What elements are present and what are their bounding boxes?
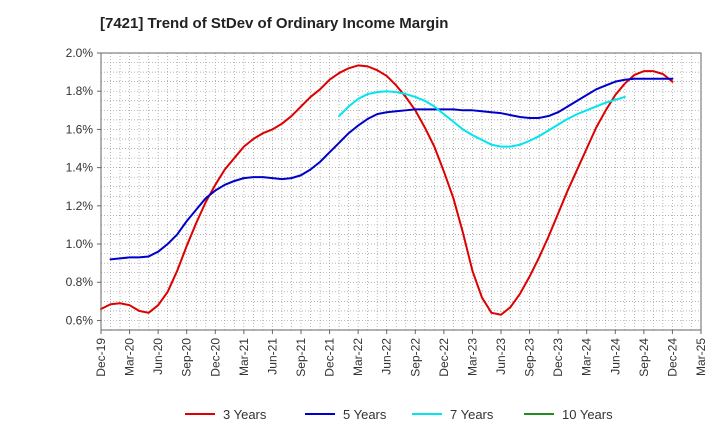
x-tick-label: Mar-22 xyxy=(351,338,365,376)
legend-label: 3 Years xyxy=(223,407,267,422)
legend-label: 7 Years xyxy=(450,407,494,422)
x-tick-label: Jun-22 xyxy=(380,338,394,375)
x-tick-label: Mar-21 xyxy=(237,338,251,376)
x-tick-label: Jun-21 xyxy=(265,338,279,375)
x-tick-label: Sep-20 xyxy=(180,338,194,377)
y-tick-label: 2.0% xyxy=(66,46,94,60)
x-tick-label: Jun-24 xyxy=(608,338,622,375)
x-tick-label: Dec-21 xyxy=(323,338,337,377)
series-line-5-years xyxy=(109,77,674,261)
x-tick-label: Jun-20 xyxy=(151,338,165,375)
y-tick-label: 1.8% xyxy=(66,84,94,98)
x-tick-label: Jun-23 xyxy=(494,338,508,375)
y-axis-ticks: 0.6% 0.8% 1.0% 1.2% 1.4% 1.6% 1.8% 2.0% xyxy=(66,46,101,327)
series-line-7-years xyxy=(338,90,626,148)
plot-frame xyxy=(100,52,702,331)
legend: 3 Years 5 Years 7 Years 10 Years xyxy=(185,407,613,422)
x-tick-label: Mar-23 xyxy=(465,338,479,376)
x-tick-label: Dec-23 xyxy=(551,338,565,377)
x-tick-label: Sep-22 xyxy=(408,338,422,377)
x-tick-label: Mar-25 xyxy=(694,338,708,376)
legend-label: 10 Years xyxy=(562,407,613,422)
x-tick-label: Mar-20 xyxy=(123,338,137,376)
y-tick-label: 1.0% xyxy=(66,237,94,251)
x-tick-label: Dec-24 xyxy=(665,338,679,377)
x-tick-label: Sep-21 xyxy=(294,338,308,377)
chart-title: [7421] Trend of StDev of Ordinary Income… xyxy=(100,15,449,32)
x-axis-ticks: Dec-19 Mar-20 Jun-20 Sep-20 Dec-20 Mar-21 Jun-… xyxy=(94,330,708,377)
legend-label: 5 Years xyxy=(343,407,387,422)
x-tick-label: Dec-20 xyxy=(208,338,222,377)
y-tick-label: 0.6% xyxy=(66,313,94,327)
x-tick-label: Sep-23 xyxy=(523,338,537,377)
x-tick-label: Dec-22 xyxy=(437,338,451,377)
y-tick-label: 1.2% xyxy=(66,199,94,213)
x-tick-label: Mar-24 xyxy=(580,338,594,376)
x-tick-label: Sep-24 xyxy=(637,338,651,377)
series-line-3-years xyxy=(100,64,674,316)
y-tick-label: 0.8% xyxy=(66,275,94,289)
y-tick-label: 1.6% xyxy=(66,122,94,136)
series-lines xyxy=(100,64,674,316)
x-tick-label: Dec-19 xyxy=(94,338,108,377)
grid xyxy=(101,53,701,330)
y-tick-label: 1.4% xyxy=(66,161,94,175)
